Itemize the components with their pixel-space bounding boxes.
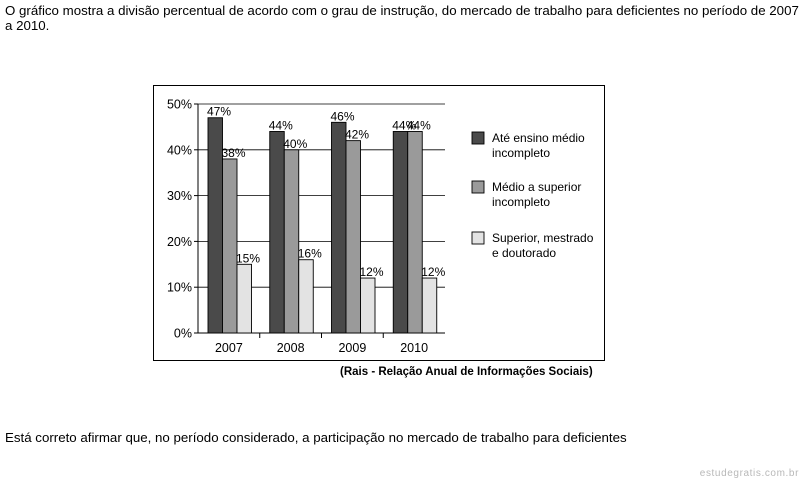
bar-value-label: 40% [283, 137, 307, 151]
intro-text: O gráfico mostra a divisão percentual de… [5, 3, 799, 33]
bar-value-label: 42% [345, 128, 369, 142]
legend-label: Médio a superior [492, 180, 581, 194]
y-tick-label: 20% [167, 235, 192, 249]
legend-label: incompleto [492, 146, 550, 160]
chart-source: (Rais - Relação Anual de Informações Soc… [340, 366, 593, 378]
legend-swatch [471, 231, 485, 245]
bar-value-label: 44% [269, 118, 293, 132]
bar-value-label: 44% [392, 118, 416, 132]
bar [222, 158, 238, 334]
bar-value-label: 44% [407, 118, 431, 132]
bar [421, 277, 438, 334]
x-tick-label: 2007 [215, 341, 243, 355]
y-tick-label: 0% [174, 327, 192, 341]
bar [331, 121, 347, 334]
legend-label: e doutorado [492, 246, 556, 260]
bar-value-label: 16% [298, 247, 322, 261]
y-tick-label: 50% [167, 98, 192, 112]
legend-label: Até ensino médio [492, 131, 585, 145]
bar-chart: 0% 10% 20% 30% 40% 50% 47% 38% 15% 2007 44% 40% 16% 2… [167, 98, 594, 356]
legend-swatch [471, 131, 485, 145]
bar [407, 131, 423, 334]
x-tick-label: 2010 [400, 341, 428, 355]
y-tick-label: 30% [167, 189, 192, 203]
bar-value-label: 46% [331, 109, 355, 123]
bar-value-label: 12% [360, 265, 384, 279]
chart-frame [153, 85, 605, 361]
y-tick-label: 40% [167, 143, 192, 157]
bar [360, 277, 376, 334]
bar-value-label: 12% [421, 265, 445, 279]
legend-label: incompleto [492, 195, 550, 209]
x-tick-label: 2008 [277, 341, 305, 355]
bar [236, 263, 252, 334]
bar [207, 117, 223, 334]
bar [283, 149, 300, 334]
question-text: Está correto afirmar que, no período con… [5, 430, 627, 445]
bar-value-label: 47% [207, 105, 231, 119]
bar [269, 131, 285, 334]
watermark: estudegratis.com.br [699, 468, 799, 479]
y-tick-label: 10% [167, 281, 192, 295]
x-tick-label: 2009 [338, 341, 366, 355]
bar-value-label: 38% [222, 146, 246, 160]
legend-label: Superior, mestrado [492, 231, 594, 245]
bar-value-label: 15% [236, 251, 260, 265]
bar [345, 140, 361, 334]
legend-swatch [471, 180, 485, 194]
bar [298, 259, 314, 334]
bar [392, 131, 409, 334]
